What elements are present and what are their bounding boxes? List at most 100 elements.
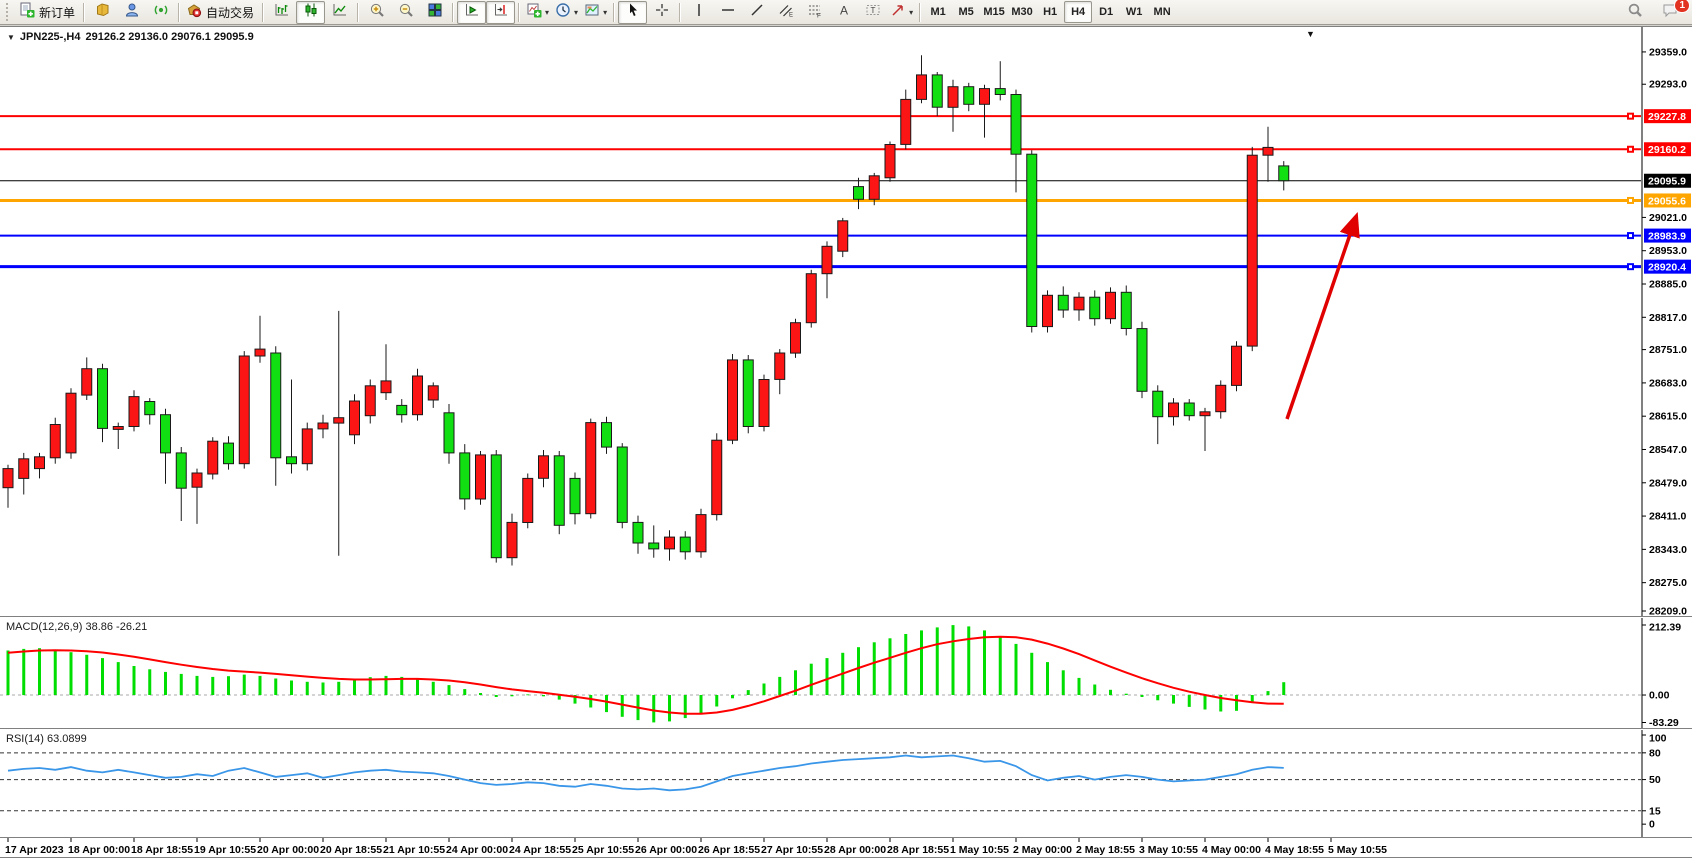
profile-button[interactable] bbox=[117, 1, 146, 24]
timeframe-m30-button[interactable]: M30 bbox=[1011, 6, 1033, 18]
toolbar-separator bbox=[262, 2, 265, 22]
timeframe-mn-button[interactable]: MN bbox=[1153, 6, 1171, 18]
price-axis-label: 28885.0 bbox=[1649, 278, 1687, 290]
time-axis-label: 18 Apr 00:00 bbox=[68, 844, 130, 856]
new-order-button[interactable]: 新订单 bbox=[16, 1, 80, 24]
time-axis[interactable]: 17 Apr 2023 18 Apr 00:00 18 Apr 18:55 19 Ap… bbox=[0, 837, 1692, 857]
time-axis-label: 2 May 00:00 bbox=[1013, 844, 1072, 856]
templates-button[interactable]: ▾ bbox=[581, 1, 610, 24]
arrows-button[interactable]: ▾ bbox=[887, 1, 916, 24]
indicators-icon bbox=[526, 2, 542, 23]
rsi-line bbox=[7, 754, 1284, 792]
tile-windows-button[interactable] bbox=[420, 1, 449, 24]
crosshair-button[interactable] bbox=[647, 1, 676, 24]
time-axis-label: 2 May 18:55 bbox=[1076, 844, 1135, 856]
chevron-down-icon: ▾ bbox=[603, 7, 608, 17]
price-axis-label: 29021.0 bbox=[1649, 212, 1687, 224]
cursor-button[interactable] bbox=[618, 0, 648, 24]
vertical-line-icon bbox=[691, 2, 707, 23]
chart-title[interactable]: ▼ JPN225-,H4 29126.2 29136.0 29076.1 290… bbox=[7, 31, 254, 43]
price-axis-label: 28751.0 bbox=[1649, 344, 1687, 356]
svg-text:29095.9: 29095.9 bbox=[1648, 176, 1686, 188]
macd-pane[interactable]: MACD(12,26,9) 38.86 -26.21 212.39 0.00 -83… bbox=[0, 618, 1692, 728]
candlesticks bbox=[2, 74, 1290, 559]
svg-text:E: E bbox=[789, 12, 793, 18]
price-axis-label: 28953.0 bbox=[1649, 245, 1687, 257]
timeframe-m15-button[interactable]: M15 bbox=[983, 6, 1005, 18]
chevron-down-icon: ▾ bbox=[545, 7, 550, 17]
text-button[interactable]: A bbox=[829, 1, 858, 24]
price-axis-label: 28817.0 bbox=[1649, 312, 1687, 324]
periods-icon bbox=[555, 2, 571, 23]
vertical-line-button[interactable] bbox=[684, 1, 713, 24]
price-axis-label: 28683.0 bbox=[1649, 377, 1687, 389]
main-chart-pane[interactable]: 29359.0 29293.0 29021.0 28953.0 28885.0 28817… bbox=[0, 27, 1692, 616]
price-line-badge bbox=[1644, 142, 1691, 157]
toolbar-grip[interactable] bbox=[6, 3, 13, 21]
search-button[interactable] bbox=[1620, 1, 1649, 24]
toolbar-separator bbox=[178, 2, 181, 22]
timeframe-m1-button[interactable]: M1 bbox=[930, 6, 946, 18]
chart-shift-button[interactable] bbox=[486, 0, 516, 24]
rsi-axis-label: 80 bbox=[1649, 747, 1661, 759]
symbol-dropdown-icon[interactable]: ▼ bbox=[7, 32, 15, 42]
toolbar: 新订单 自动交易 ▾ ▾ ▾ E F A T ▾ M1 M5 M15 M30 H1 H4 D1 W1 MN 1 bbox=[0, 0, 1692, 25]
price-axis-label: 28275.0 bbox=[1649, 577, 1687, 589]
time-axis-label: 27 Apr 10:55 bbox=[761, 844, 823, 856]
time-axis-label: 4 May 18:55 bbox=[1265, 844, 1324, 856]
channel-button[interactable]: E bbox=[771, 1, 800, 24]
timeframe-m5-button[interactable]: M5 bbox=[958, 6, 974, 18]
search-icon bbox=[1627, 2, 1643, 23]
arrows-icon bbox=[890, 2, 906, 23]
rsi-pane[interactable]: RSI(14) 63.0899 100 80 50 15 0 bbox=[0, 730, 1692, 837]
fibonacci-button[interactable]: F bbox=[800, 1, 829, 24]
time-axis-label: 25 Apr 10:55 bbox=[572, 844, 634, 856]
toolbar-separator bbox=[518, 2, 521, 22]
zoom-in-button[interactable] bbox=[362, 1, 391, 24]
ohlc-readout: 29126.2 29136.0 29076.1 29095.9 bbox=[85, 31, 254, 43]
pane-splitter[interactable] bbox=[0, 728, 1692, 730]
chat-button[interactable]: 1 bbox=[1655, 0, 1690, 24]
zoom-out-button[interactable] bbox=[391, 1, 420, 24]
auto-scroll-button[interactable] bbox=[457, 0, 487, 24]
channel-icon: E bbox=[778, 2, 794, 23]
timeframe-d1-button[interactable]: D1 bbox=[1099, 6, 1114, 18]
scroll-to-end-icon[interactable]: ▼ bbox=[1306, 29, 1315, 39]
svg-text:29227.8: 29227.8 bbox=[1648, 111, 1686, 123]
toolbar-separator bbox=[357, 2, 360, 22]
notification-badge: 1 bbox=[1674, 0, 1690, 13]
line-chart-icon bbox=[332, 2, 348, 23]
symbol-period-label: JPN225-,H4 bbox=[19, 31, 81, 43]
text-icon: A bbox=[836, 2, 852, 23]
macd-axis-label: -83.29 bbox=[1649, 717, 1679, 728]
pane-splitter[interactable] bbox=[0, 616, 1692, 618]
trendline-button[interactable] bbox=[742, 1, 771, 24]
horizontal-line-button[interactable] bbox=[713, 1, 742, 24]
bar-chart-button[interactable] bbox=[267, 1, 296, 24]
signal-button[interactable] bbox=[146, 1, 175, 24]
timeframe-h4-button[interactable]: H4 bbox=[1064, 1, 1093, 23]
toolbar-separator bbox=[679, 2, 682, 22]
time-axis-label: 28 Apr 18:55 bbox=[887, 844, 949, 856]
price-line-badge bbox=[1644, 228, 1691, 243]
indicators-button[interactable]: ▾ bbox=[523, 1, 552, 24]
timeframe-h1-button[interactable]: H1 bbox=[1043, 6, 1058, 18]
time-axis-label: 3 May 10:55 bbox=[1139, 844, 1198, 856]
candlestick-icon bbox=[303, 2, 319, 23]
rsi-label: RSI(14) 63.0899 bbox=[6, 733, 87, 745]
toolbar-separator bbox=[452, 2, 455, 22]
label-button[interactable]: T bbox=[858, 1, 887, 24]
candlestick-button[interactable] bbox=[296, 0, 326, 24]
crosshair-icon bbox=[654, 2, 670, 23]
periods-button[interactable]: ▾ bbox=[552, 1, 581, 24]
rsi-axis-label: 0 bbox=[1649, 819, 1655, 831]
time-axis-label: 20 Apr 18:55 bbox=[320, 844, 382, 856]
templates-icon bbox=[584, 2, 600, 23]
chart-window-button[interactable] bbox=[88, 1, 117, 24]
rsi-axis-label: 15 bbox=[1649, 805, 1661, 817]
price-axis-label: 28547.0 bbox=[1649, 444, 1687, 456]
auto-trading-button[interactable]: 自动交易 bbox=[183, 1, 259, 24]
timeframe-w1-button[interactable]: W1 bbox=[1125, 6, 1143, 18]
chevron-down-icon: ▾ bbox=[574, 7, 579, 17]
line-chart-button[interactable] bbox=[325, 1, 354, 24]
